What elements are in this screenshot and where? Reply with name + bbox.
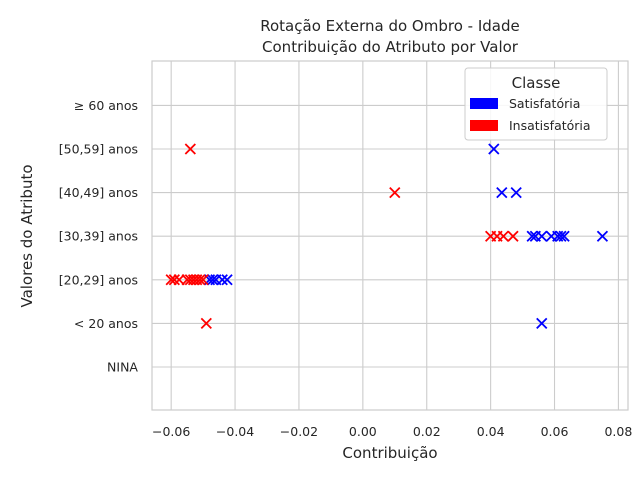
data-point-satisfatoria [536, 230, 548, 242]
x-tick-label: −0.02 [280, 424, 318, 439]
y-tick-label: NINA [107, 360, 138, 375]
data-point-satisfatoria [488, 143, 500, 155]
y-tick-label: [30,39] anos [59, 229, 138, 244]
legend: Classe Satisfatória Insatisfatória [464, 67, 608, 141]
y-tick-label: [50,59] anos [59, 142, 138, 157]
legend-swatch-insatisfatoria [470, 120, 498, 131]
data-point-satisfatoria [221, 274, 233, 286]
data-point-satisfatoria [207, 274, 219, 286]
y-tick-label: [20,29] anos [59, 272, 138, 287]
x-tick-label: −0.04 [216, 424, 254, 439]
x-tick-label: 0.00 [349, 424, 377, 439]
plot-area-frame [151, 60, 629, 411]
data-point-insatisfatoria [194, 274, 206, 286]
data-point-satisfatoria [558, 230, 570, 242]
y-tick-label: < 20 anos [74, 316, 138, 331]
data-point-insatisfatoria [507, 230, 519, 242]
legend-swatch-satisfatoria [470, 98, 498, 109]
x-tick-label: 0.02 [413, 424, 441, 439]
data-point-satisfatoria [526, 230, 538, 242]
data-point-satisfatoria [510, 186, 522, 199]
data-point-insatisfatoria [184, 143, 196, 155]
data-point-insatisfatoria [168, 274, 180, 286]
chart-subtitle: Contribuição do Atributo por Valor [262, 38, 519, 56]
data-point-insatisfatoria [200, 317, 212, 330]
y-axis-ticks: NINA < 20 anos [20,29] anos [30,39] anos [40… [59, 98, 139, 375]
data-point-insatisfatoria [173, 274, 185, 286]
legend-label-insatisfatoria: Insatisfatória [509, 118, 591, 133]
data-point-satisfatoria [496, 186, 508, 199]
x-tick-label: 0.08 [604, 424, 632, 439]
data-point-insatisfatoria [197, 274, 209, 286]
legend-label-satisfatoria: Satisfatória [509, 96, 580, 111]
x-axis-ticks: −0.06 −0.04 −0.02 0.00 0.02 0.04 0.06 0.08 [152, 424, 632, 439]
data-point-satisfatoria [596, 230, 609, 242]
x-tick-label: 0.04 [477, 424, 505, 439]
chart-title: Rotação Externa do Ombro - Idade [260, 17, 519, 35]
y-axis-label: Valores do Atributo [18, 164, 36, 307]
legend-box [464, 67, 608, 141]
x-axis-label: Contribuição [342, 444, 437, 462]
data-point-insatisfatoria [165, 274, 177, 286]
x-tick-label: 0.06 [541, 424, 569, 439]
data-point-insatisfatoria [497, 230, 510, 242]
y-tick-label: [40,49] anos [59, 185, 138, 200]
y-tick-label: ≥ 60 anos [74, 98, 138, 113]
data-markers [165, 143, 609, 330]
data-point-satisfatoria [555, 230, 567, 242]
legend-title: Classe [512, 74, 561, 92]
data-point-insatisfatoria [389, 186, 401, 199]
data-point-satisfatoria [536, 317, 548, 330]
x-tick-label: −0.06 [152, 424, 190, 439]
